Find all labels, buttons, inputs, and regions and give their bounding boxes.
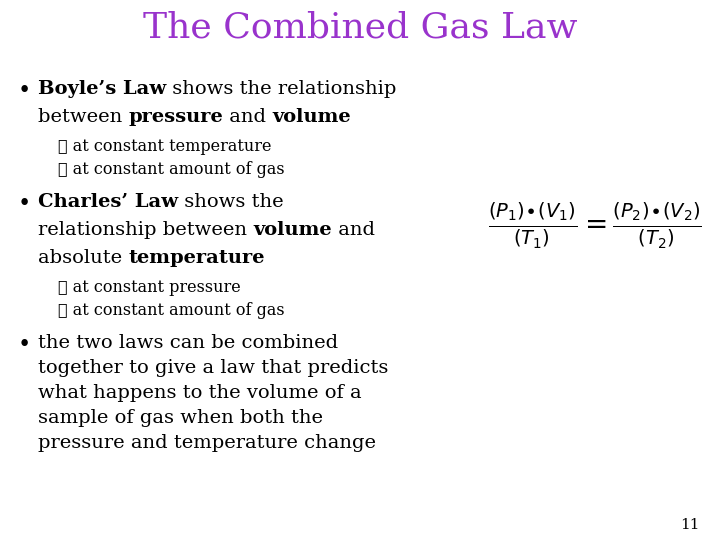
Text: absolute: absolute <box>38 249 128 267</box>
Text: and: and <box>332 221 375 239</box>
Text: $\frac{(P_1)\!\bullet\!(V_1)}{(T_1)} = \frac{(P_2)\!\bullet\!(V_2)}{(T_2)}$: $\frac{(P_1)\!\bullet\!(V_1)}{(T_1)} = \… <box>488 201 702 251</box>
Text: between: between <box>38 108 128 126</box>
Text: pressure: pressure <box>128 108 223 126</box>
Text: •: • <box>18 334 31 356</box>
Text: sample of gas when both the: sample of gas when both the <box>38 409 323 427</box>
Text: the two laws can be combined: the two laws can be combined <box>38 334 338 352</box>
Text: together to give a law that predicts: together to give a law that predicts <box>38 359 388 377</box>
Text: volume: volume <box>253 221 332 239</box>
Text: shows the relationship: shows the relationship <box>166 80 397 98</box>
Text: shows the: shows the <box>178 193 284 211</box>
Text: relationship between: relationship between <box>38 221 253 239</box>
Text: •: • <box>18 193 31 215</box>
Text: ✓ at constant amount of gas: ✓ at constant amount of gas <box>58 161 284 178</box>
Text: 11: 11 <box>680 518 700 532</box>
Text: Charles’ Law: Charles’ Law <box>38 193 178 211</box>
Text: ✓ at constant pressure: ✓ at constant pressure <box>58 279 240 296</box>
Text: temperature: temperature <box>128 249 265 267</box>
Text: ✓ at constant temperature: ✓ at constant temperature <box>58 138 271 155</box>
Text: Boyle’s Law: Boyle’s Law <box>38 80 166 98</box>
Text: and: and <box>223 108 272 126</box>
Text: what happens to the volume of a: what happens to the volume of a <box>38 384 361 402</box>
Text: The Combined Gas Law: The Combined Gas Law <box>143 10 577 44</box>
Text: •: • <box>18 80 31 102</box>
Text: ✓ at constant amount of gas: ✓ at constant amount of gas <box>58 302 284 319</box>
Text: pressure and temperature change: pressure and temperature change <box>38 434 376 452</box>
Text: volume: volume <box>272 108 351 126</box>
